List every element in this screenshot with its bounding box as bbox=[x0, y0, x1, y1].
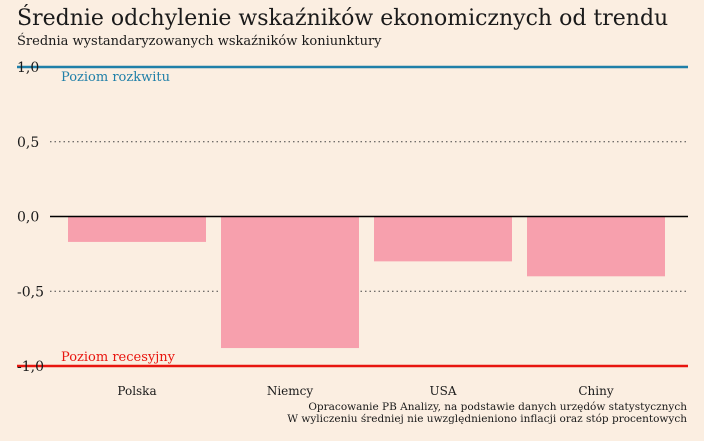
reference-lines-layer bbox=[17, 65, 688, 368]
bar-chiny bbox=[527, 216, 665, 277]
y-tick-label: 1,0 bbox=[17, 60, 39, 76]
lower-reference-label: Poziom recesyjny bbox=[61, 350, 176, 365]
x-category-label: Niemcy bbox=[267, 384, 314, 398]
labels-layer: 1,0 0,5 0,0 -0,5 -1,0 Polska Niemcy USA Chiny Poz… bbox=[17, 60, 614, 398]
x-category-label: USA bbox=[430, 384, 457, 398]
chart-title: Średnie odchylenie wskaźników ekonomiczn… bbox=[17, 6, 669, 31]
y-tick-label: 0,5 bbox=[17, 135, 39, 151]
bars-layer bbox=[68, 216, 665, 349]
methodology-note: W wyliczeniu średniej nie uwzględnienion… bbox=[287, 413, 687, 425]
y-tick-label: -0,5 bbox=[17, 284, 44, 300]
upper-reference-label: Poziom rozkwitu bbox=[61, 70, 170, 85]
y-tick-label: -1,0 bbox=[17, 359, 44, 375]
x-category-label: Chiny bbox=[578, 384, 613, 398]
source-note: Opracowanie PB Analizy, na podstawie dan… bbox=[308, 401, 687, 413]
bar-polska bbox=[68, 216, 206, 242]
bar-niemcy bbox=[221, 216, 359, 349]
chart-subtitle: Średnia wystandaryzowanych wskaźników ko… bbox=[17, 34, 382, 49]
x-category-label: Polska bbox=[117, 384, 156, 398]
bar-usa bbox=[374, 216, 512, 262]
y-tick-label: 0,0 bbox=[17, 210, 39, 226]
grid-layer bbox=[50, 141, 688, 292]
